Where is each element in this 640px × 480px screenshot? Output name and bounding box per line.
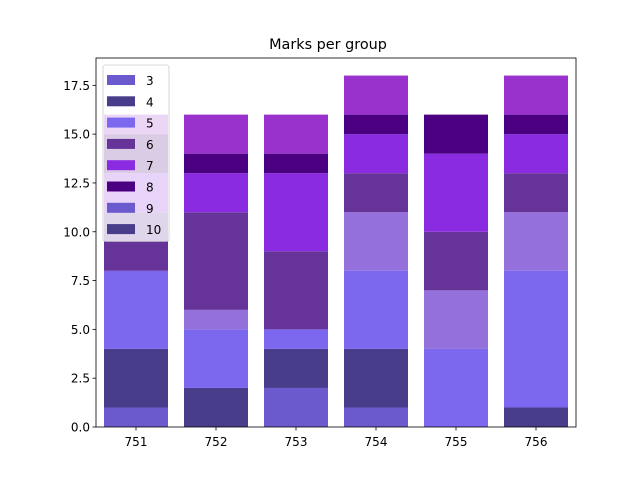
bar-segment <box>184 153 248 174</box>
bar-segment <box>504 114 568 135</box>
y-tick-label: 12.5 <box>63 176 90 190</box>
bar-segment <box>344 114 408 135</box>
bar-segment <box>104 407 168 427</box>
y-tick-label: 15.0 <box>63 128 90 142</box>
legend-swatch <box>107 224 135 235</box>
bar-segment <box>344 270 408 349</box>
bars-layer <box>104 75 568 427</box>
legend-swatch <box>107 96 135 107</box>
bar-segment <box>184 309 248 330</box>
y-tick-label: 17.5 <box>63 79 90 93</box>
legend-swatch <box>107 202 135 213</box>
bar-segment <box>344 407 408 427</box>
y-tick-label: 0.0 <box>71 421 90 435</box>
legend-label: 7 <box>146 159 154 173</box>
plot-frame <box>95 57 577 428</box>
bar-segment <box>344 212 408 271</box>
x-tick-label: 754 <box>365 435 388 449</box>
y-tick-label: 2.5 <box>71 372 90 386</box>
bar-segment <box>504 270 568 408</box>
legend-label: 3 <box>146 74 154 88</box>
legend-swatch <box>107 75 135 85</box>
legend: 3 4 5 6 7 8 9 10 <box>102 64 170 242</box>
y-tick-label: 5.0 <box>71 323 90 337</box>
bar-segment <box>424 153 488 232</box>
x-tick-label: 751 <box>125 435 148 449</box>
x-tick-label: 752 <box>205 435 228 449</box>
bar-segment <box>504 212 568 271</box>
bar-segment <box>264 348 328 388</box>
bar-segment <box>424 290 488 349</box>
legend-label: 10 <box>146 223 161 237</box>
bar-segment <box>264 387 328 427</box>
bar-segment <box>264 329 328 349</box>
y-tick-label: 7.5 <box>71 274 90 288</box>
bar-segment <box>184 212 248 310</box>
legend-label: 6 <box>146 138 154 152</box>
bar-segment <box>184 173 248 213</box>
bar-segment <box>264 251 328 330</box>
legend-label: 9 <box>146 202 154 216</box>
bar-segment <box>264 114 328 154</box>
y-tick-label: 10.0 <box>63 225 90 239</box>
bar-segment <box>424 348 488 427</box>
bar-segment <box>264 173 328 252</box>
chart-title: Marks per group <box>269 37 387 53</box>
bar-segment <box>504 75 568 115</box>
bar-segment <box>424 114 488 154</box>
bar-segment <box>264 153 328 174</box>
x-tick-label: 755 <box>445 435 468 449</box>
legend-swatch <box>107 160 135 171</box>
legend-label: 4 <box>146 95 154 109</box>
bar-segment <box>184 114 248 154</box>
legend-swatch <box>107 181 135 192</box>
legend-label: 5 <box>146 117 154 131</box>
legend-label: 8 <box>146 181 154 195</box>
x-tick-label: 753 <box>285 435 308 449</box>
bar-segment <box>504 173 568 213</box>
bar-segment <box>104 348 168 408</box>
bar-segment <box>424 231 488 291</box>
bar-segment <box>504 407 568 427</box>
bar-segment <box>344 75 408 115</box>
bar-segment <box>504 134 568 174</box>
x-tick-label: 756 <box>525 435 548 449</box>
legend-swatch <box>107 117 135 128</box>
bar-segment <box>344 134 408 174</box>
bar-segment <box>104 270 168 349</box>
bar-segment <box>344 348 408 408</box>
bar-segment <box>344 173 408 213</box>
bar-segment <box>184 387 248 427</box>
legend-swatch <box>107 138 135 149</box>
legend-box <box>102 64 170 242</box>
bar-segment <box>184 329 248 388</box>
